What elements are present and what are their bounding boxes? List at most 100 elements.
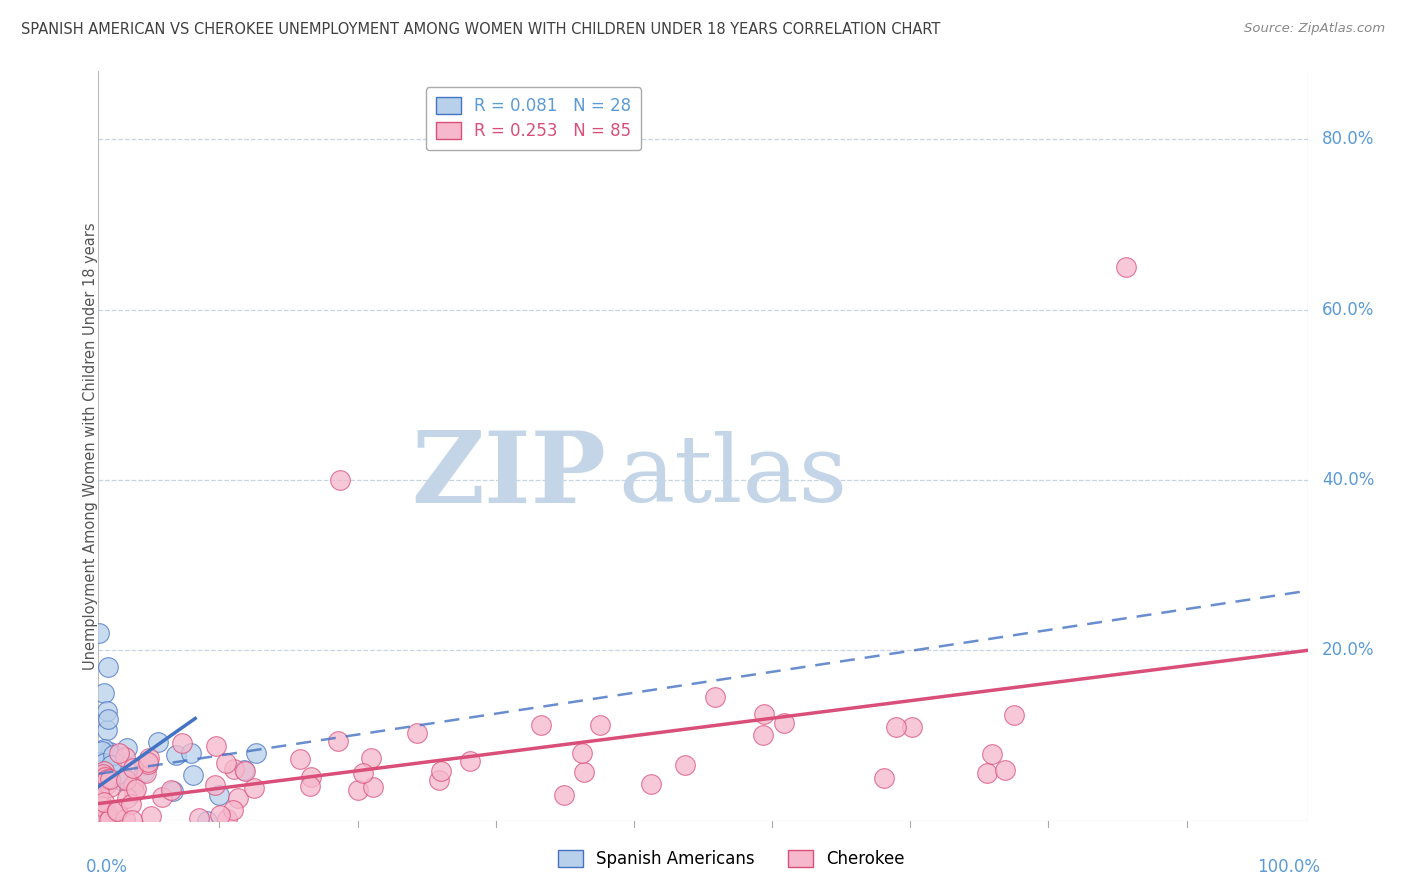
Text: 40.0%: 40.0%	[1322, 471, 1375, 489]
Point	[329, 473, 352, 487]
Point	[704, 690, 727, 705]
Point	[205, 739, 228, 754]
Point	[326, 734, 349, 748]
Point	[107, 746, 129, 760]
Text: SPANISH AMERICAN VS CHEROKEE UNEMPLOYMENT AMONG WOMEN WITH CHILDREN UNDER 18 YEA: SPANISH AMERICAN VS CHEROKEE UNEMPLOYMEN…	[21, 22, 941, 37]
Legend: R = 0.081   N = 28, R = 0.253   N = 85: R = 0.081 N = 28, R = 0.253 N = 85	[426, 87, 641, 150]
Point	[115, 791, 138, 805]
Point	[553, 788, 575, 802]
Point	[96, 777, 118, 791]
Point	[136, 755, 159, 769]
Point	[93, 742, 115, 756]
Point	[208, 807, 231, 822]
Point	[162, 784, 184, 798]
Point	[96, 704, 118, 718]
Point	[93, 795, 115, 809]
Point	[96, 723, 118, 737]
Legend: Spanish Americans, Cherokee: Spanish Americans, Cherokee	[551, 843, 911, 875]
Point	[1115, 260, 1137, 275]
Point	[673, 758, 696, 772]
Point	[121, 761, 143, 775]
Point	[1002, 707, 1025, 722]
Point	[114, 812, 136, 826]
Point	[360, 751, 382, 765]
Point	[93, 769, 115, 783]
Point	[93, 799, 115, 814]
Point	[134, 765, 156, 780]
Point	[160, 783, 183, 797]
Y-axis label: Unemployment Among Women with Children Under 18 years: Unemployment Among Women with Children U…	[83, 222, 97, 670]
Point	[96, 772, 118, 787]
Point	[122, 778, 145, 792]
Point	[93, 767, 115, 781]
Point	[89, 626, 111, 640]
Text: 100.0%: 100.0%	[1257, 858, 1320, 876]
Point	[228, 790, 250, 805]
Point	[98, 745, 121, 759]
Point	[976, 765, 998, 780]
Point	[245, 746, 267, 760]
Point	[105, 805, 128, 819]
Point	[107, 766, 129, 780]
Point	[460, 754, 482, 768]
Point	[125, 782, 148, 797]
Point	[530, 718, 553, 732]
Point	[120, 797, 142, 812]
Point	[90, 799, 112, 814]
Text: ZIP: ZIP	[412, 427, 606, 524]
Point	[94, 812, 117, 826]
Point	[589, 718, 612, 732]
Point	[141, 809, 163, 823]
Point	[361, 780, 384, 795]
Point	[105, 804, 128, 818]
Point	[97, 814, 120, 828]
Point	[188, 811, 211, 825]
Text: 60.0%: 60.0%	[1322, 301, 1375, 318]
Point	[172, 736, 194, 750]
Point	[181, 768, 204, 782]
Text: Source: ZipAtlas.com: Source: ZipAtlas.com	[1244, 22, 1385, 36]
Point	[215, 756, 238, 771]
Point	[93, 764, 115, 778]
Text: 80.0%: 80.0%	[1322, 130, 1375, 148]
Point	[900, 720, 922, 734]
Point	[93, 686, 115, 700]
Point	[132, 758, 155, 772]
Point	[98, 772, 121, 787]
Point	[352, 766, 374, 780]
Point	[114, 749, 136, 764]
Point	[97, 660, 120, 674]
Point	[298, 779, 321, 793]
Point	[299, 770, 322, 784]
Point	[232, 763, 254, 777]
Point	[752, 729, 775, 743]
Point	[233, 764, 256, 779]
Point	[754, 706, 776, 721]
Point	[94, 773, 117, 788]
Point	[115, 740, 138, 755]
Point	[115, 773, 138, 788]
Point	[574, 765, 596, 780]
Point	[571, 746, 593, 760]
Point	[180, 746, 202, 760]
Point	[136, 757, 159, 772]
Point	[122, 784, 145, 798]
Point	[208, 788, 231, 802]
Point	[93, 756, 115, 771]
Point	[347, 783, 370, 797]
Point	[429, 773, 451, 788]
Point	[406, 726, 429, 740]
Point	[222, 803, 245, 817]
Point	[87, 804, 110, 818]
Point	[138, 750, 160, 764]
Point	[101, 747, 124, 762]
Text: atlas: atlas	[619, 431, 848, 521]
Point	[288, 752, 311, 766]
Point	[873, 771, 896, 785]
Point	[222, 762, 245, 776]
Point	[89, 791, 111, 805]
Point	[195, 814, 218, 828]
Point	[91, 805, 114, 820]
Point	[135, 766, 157, 780]
Point	[146, 735, 169, 749]
